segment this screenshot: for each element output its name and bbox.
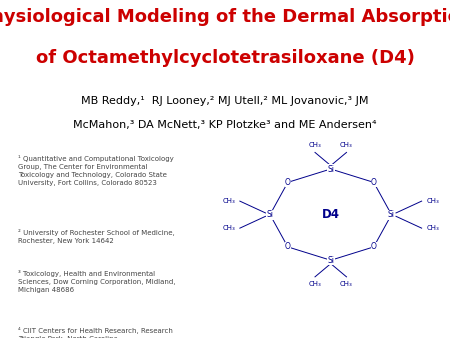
Text: Physiological Modeling of the Dermal Absorption: Physiological Modeling of the Dermal Abs… (0, 8, 450, 26)
Text: CH₃: CH₃ (223, 225, 235, 231)
Text: CH₃: CH₃ (426, 198, 439, 204)
Text: CH₃: CH₃ (426, 225, 439, 231)
Text: ¹ Quantitative and Computational Toxicology
Group, The Center for Environmental
: ¹ Quantitative and Computational Toxicol… (18, 155, 174, 187)
Text: O: O (371, 178, 377, 187)
Text: O: O (285, 242, 291, 251)
Text: D4: D4 (322, 208, 340, 221)
Text: Si: Si (388, 210, 395, 219)
Text: CH₃: CH₃ (223, 198, 235, 204)
Text: ⁴ CIIT Centers for Health Research, Research
Triangle Park, North Carolina: ⁴ CIIT Centers for Health Research, Rese… (18, 327, 173, 338)
Text: O: O (285, 178, 291, 187)
Text: CH₃: CH₃ (309, 142, 321, 148)
Text: McMahon,³ DA McNett,³ KP Plotzke³ and ME Andersen⁴: McMahon,³ DA McNett,³ KP Plotzke³ and ME… (73, 120, 377, 130)
Text: Si: Si (327, 165, 334, 173)
Text: CH₃: CH₃ (340, 142, 353, 148)
Text: Si: Si (327, 256, 334, 265)
Text: ² University of Rochester School of Medicine,
Rochester, New York 14642: ² University of Rochester School of Medi… (18, 229, 175, 244)
Text: O: O (371, 242, 377, 251)
Text: CH₃: CH₃ (340, 281, 353, 287)
Text: CH₃: CH₃ (309, 281, 321, 287)
Text: Si: Si (266, 210, 274, 219)
Text: MB Reddy,¹  RJ Looney,² MJ Utell,² ML Jovanovic,³ JM: MB Reddy,¹ RJ Looney,² MJ Utell,² ML Jov… (81, 96, 369, 106)
Text: of Octamethylcyclotetrasiloxane (D4): of Octamethylcyclotetrasiloxane (D4) (36, 49, 414, 67)
Text: ³ Toxicology, Health and Environmental
Sciences, Dow Corning Corporation, Midlan: ³ Toxicology, Health and Environmental S… (18, 270, 176, 293)
